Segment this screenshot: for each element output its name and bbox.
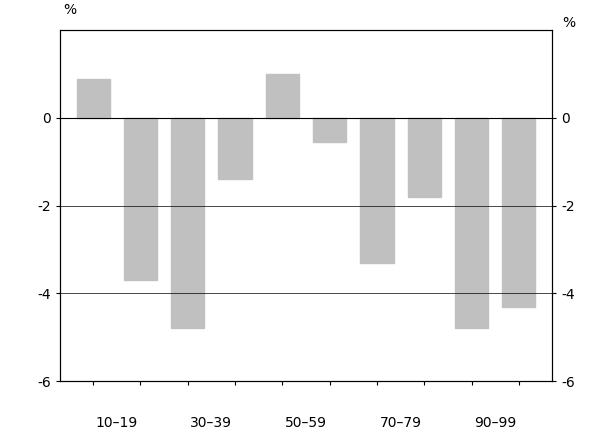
Bar [455, 118, 488, 329]
Bar [313, 118, 346, 142]
Bar [124, 118, 157, 280]
Bar [171, 118, 204, 329]
Text: 90–99: 90–99 [474, 416, 517, 430]
Text: 10–19: 10–19 [95, 416, 138, 430]
Bar [408, 118, 441, 197]
Bar [218, 118, 251, 179]
Text: %: % [63, 3, 76, 17]
Bar [266, 74, 299, 118]
Bar [361, 118, 394, 263]
Text: 50–59: 50–59 [285, 416, 327, 430]
Text: 70–79: 70–79 [380, 416, 422, 430]
Bar [77, 78, 110, 118]
Bar [502, 118, 535, 307]
Text: %: % [562, 16, 575, 30]
Text: 30–39: 30–39 [190, 416, 232, 430]
